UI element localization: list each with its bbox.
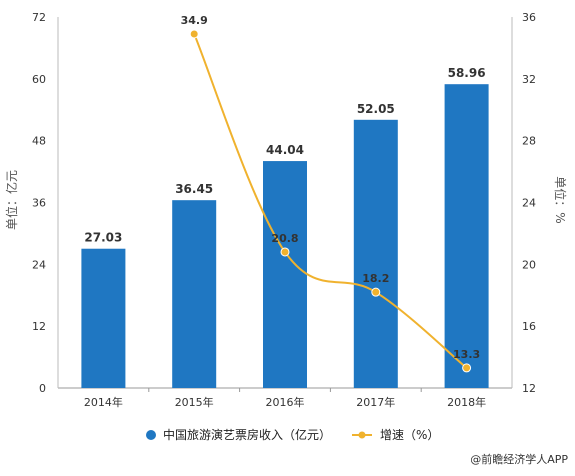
x-tick-label: 2014年 — [84, 395, 123, 409]
y-axis-title: 单位：亿元 — [4, 170, 19, 230]
bar — [263, 161, 307, 388]
y2-tick-label: 16 — [522, 320, 536, 333]
line-layer — [189, 29, 472, 373]
bar-value-label: 58.96 — [448, 66, 486, 80]
bar — [81, 248, 126, 388]
labels-layer: 27.03 36.45 44.04 52.05 58.96 34.9 20.8 18.2 13.… — [84, 14, 485, 361]
y2-tick-label: 36 — [522, 11, 536, 24]
y-tick-label: 0 — [39, 382, 46, 395]
x-tick-label: 2016年 — [266, 395, 305, 409]
legend-line-marker-icon — [358, 431, 366, 439]
y2-axis-title: 单位：% — [553, 176, 568, 223]
bar — [172, 200, 217, 388]
bars-layer — [81, 84, 489, 389]
y-tick-label: 72 — [32, 11, 46, 24]
y2-tick-label: 12 — [522, 382, 536, 395]
source-credit: @前瞻经济学人APP — [470, 452, 568, 466]
y-tick-label: 60 — [32, 73, 46, 86]
x-tick-label: 2015年 — [175, 395, 214, 409]
growth-point — [462, 363, 472, 373]
y-tick-label: 12 — [32, 320, 46, 333]
bar-value-label: 36.45 — [175, 182, 213, 196]
legend-bar-icon — [146, 430, 156, 440]
bar — [353, 119, 398, 389]
y2-tick-label: 32 — [522, 73, 536, 86]
bar-value-label: 27.03 — [84, 231, 122, 245]
growth-value-label: 18.2 — [362, 272, 389, 285]
x-tick-label: 2017年 — [356, 395, 395, 409]
bar-value-label: 52.05 — [357, 102, 395, 116]
growth-value-label: 20.8 — [271, 232, 298, 245]
y-tick-label: 24 — [32, 258, 46, 271]
y2-tick-label: 24 — [522, 197, 536, 210]
x-tick-label: 2018年 — [447, 395, 486, 409]
bar — [444, 84, 489, 388]
legend-bar-label: 中国旅游演艺票房收入（亿元） — [163, 427, 331, 442]
legend-line-label: 增速（%） — [380, 428, 439, 442]
axes-layer: 0 12 24 36 48 60 72 12 16 20 24 28 32 36 2014年 2015年 201… — [32, 11, 536, 409]
growth-point — [189, 29, 199, 39]
legend: 中国旅游演艺票房收入（亿元） 增速（%） — [146, 427, 439, 442]
growth-line — [193, 33, 468, 369]
y-tick-label: 36 — [32, 197, 46, 210]
growth-point — [371, 287, 381, 297]
growth-point — [280, 247, 290, 257]
growth-value-label: 34.9 — [181, 14, 208, 27]
y2-tick-label: 28 — [522, 135, 536, 148]
growth-value-label: 13.3 — [453, 348, 480, 361]
y2-tick-label: 20 — [522, 258, 536, 271]
bar-value-label: 44.04 — [266, 143, 304, 157]
y-tick-label: 48 — [32, 135, 46, 148]
